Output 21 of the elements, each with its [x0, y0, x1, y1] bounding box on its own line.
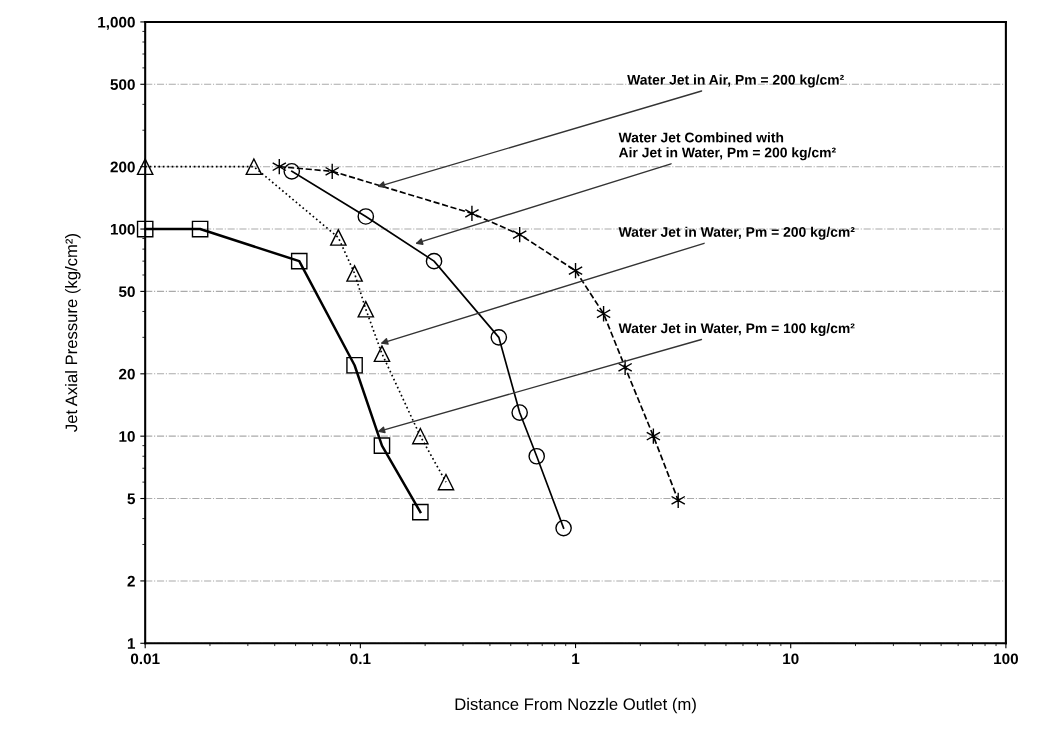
y-tick-label: 50: [118, 286, 135, 298]
y-axis-title: Jet Axial Pressure (kg/cm²): [65, 234, 81, 432]
y-tick-label: 20: [119, 368, 135, 380]
y-tick-label: 1: [127, 638, 136, 649]
x-tick-label: 0.01: [130, 653, 160, 665]
y-tick-label: 10: [119, 431, 135, 442]
x-tick-label: 100: [994, 653, 1019, 665]
annotation: Water Jet in Water, Pm = 100 kg/cm²: [618, 322, 855, 336]
y-tick-label: 2: [127, 575, 135, 587]
annotation: Water Jet in Water, Pm = 200 kg/cm²: [618, 226, 855, 240]
y-tick-label: 1,000: [98, 16, 135, 30]
annotation: Water Jet in Air, Pm = 200 kg/cm²: [627, 74, 844, 88]
y-tick-label: 500: [110, 79, 135, 90]
y-tick-label: 5: [127, 493, 136, 505]
x-tick-label: 0.1: [350, 653, 371, 665]
x-tick-label: 1: [572, 653, 580, 665]
annotation: Water Jet Combined with Air Jet in Water, Pm = 200 kg/cm²: [618, 132, 836, 161]
x-axis-title: Distance From Nozzle Outlet (m): [455, 697, 696, 714]
y-tick-label: 200: [110, 161, 135, 173]
x-tick-label: 10: [783, 653, 799, 665]
y-tick-label: 100: [110, 223, 135, 235]
